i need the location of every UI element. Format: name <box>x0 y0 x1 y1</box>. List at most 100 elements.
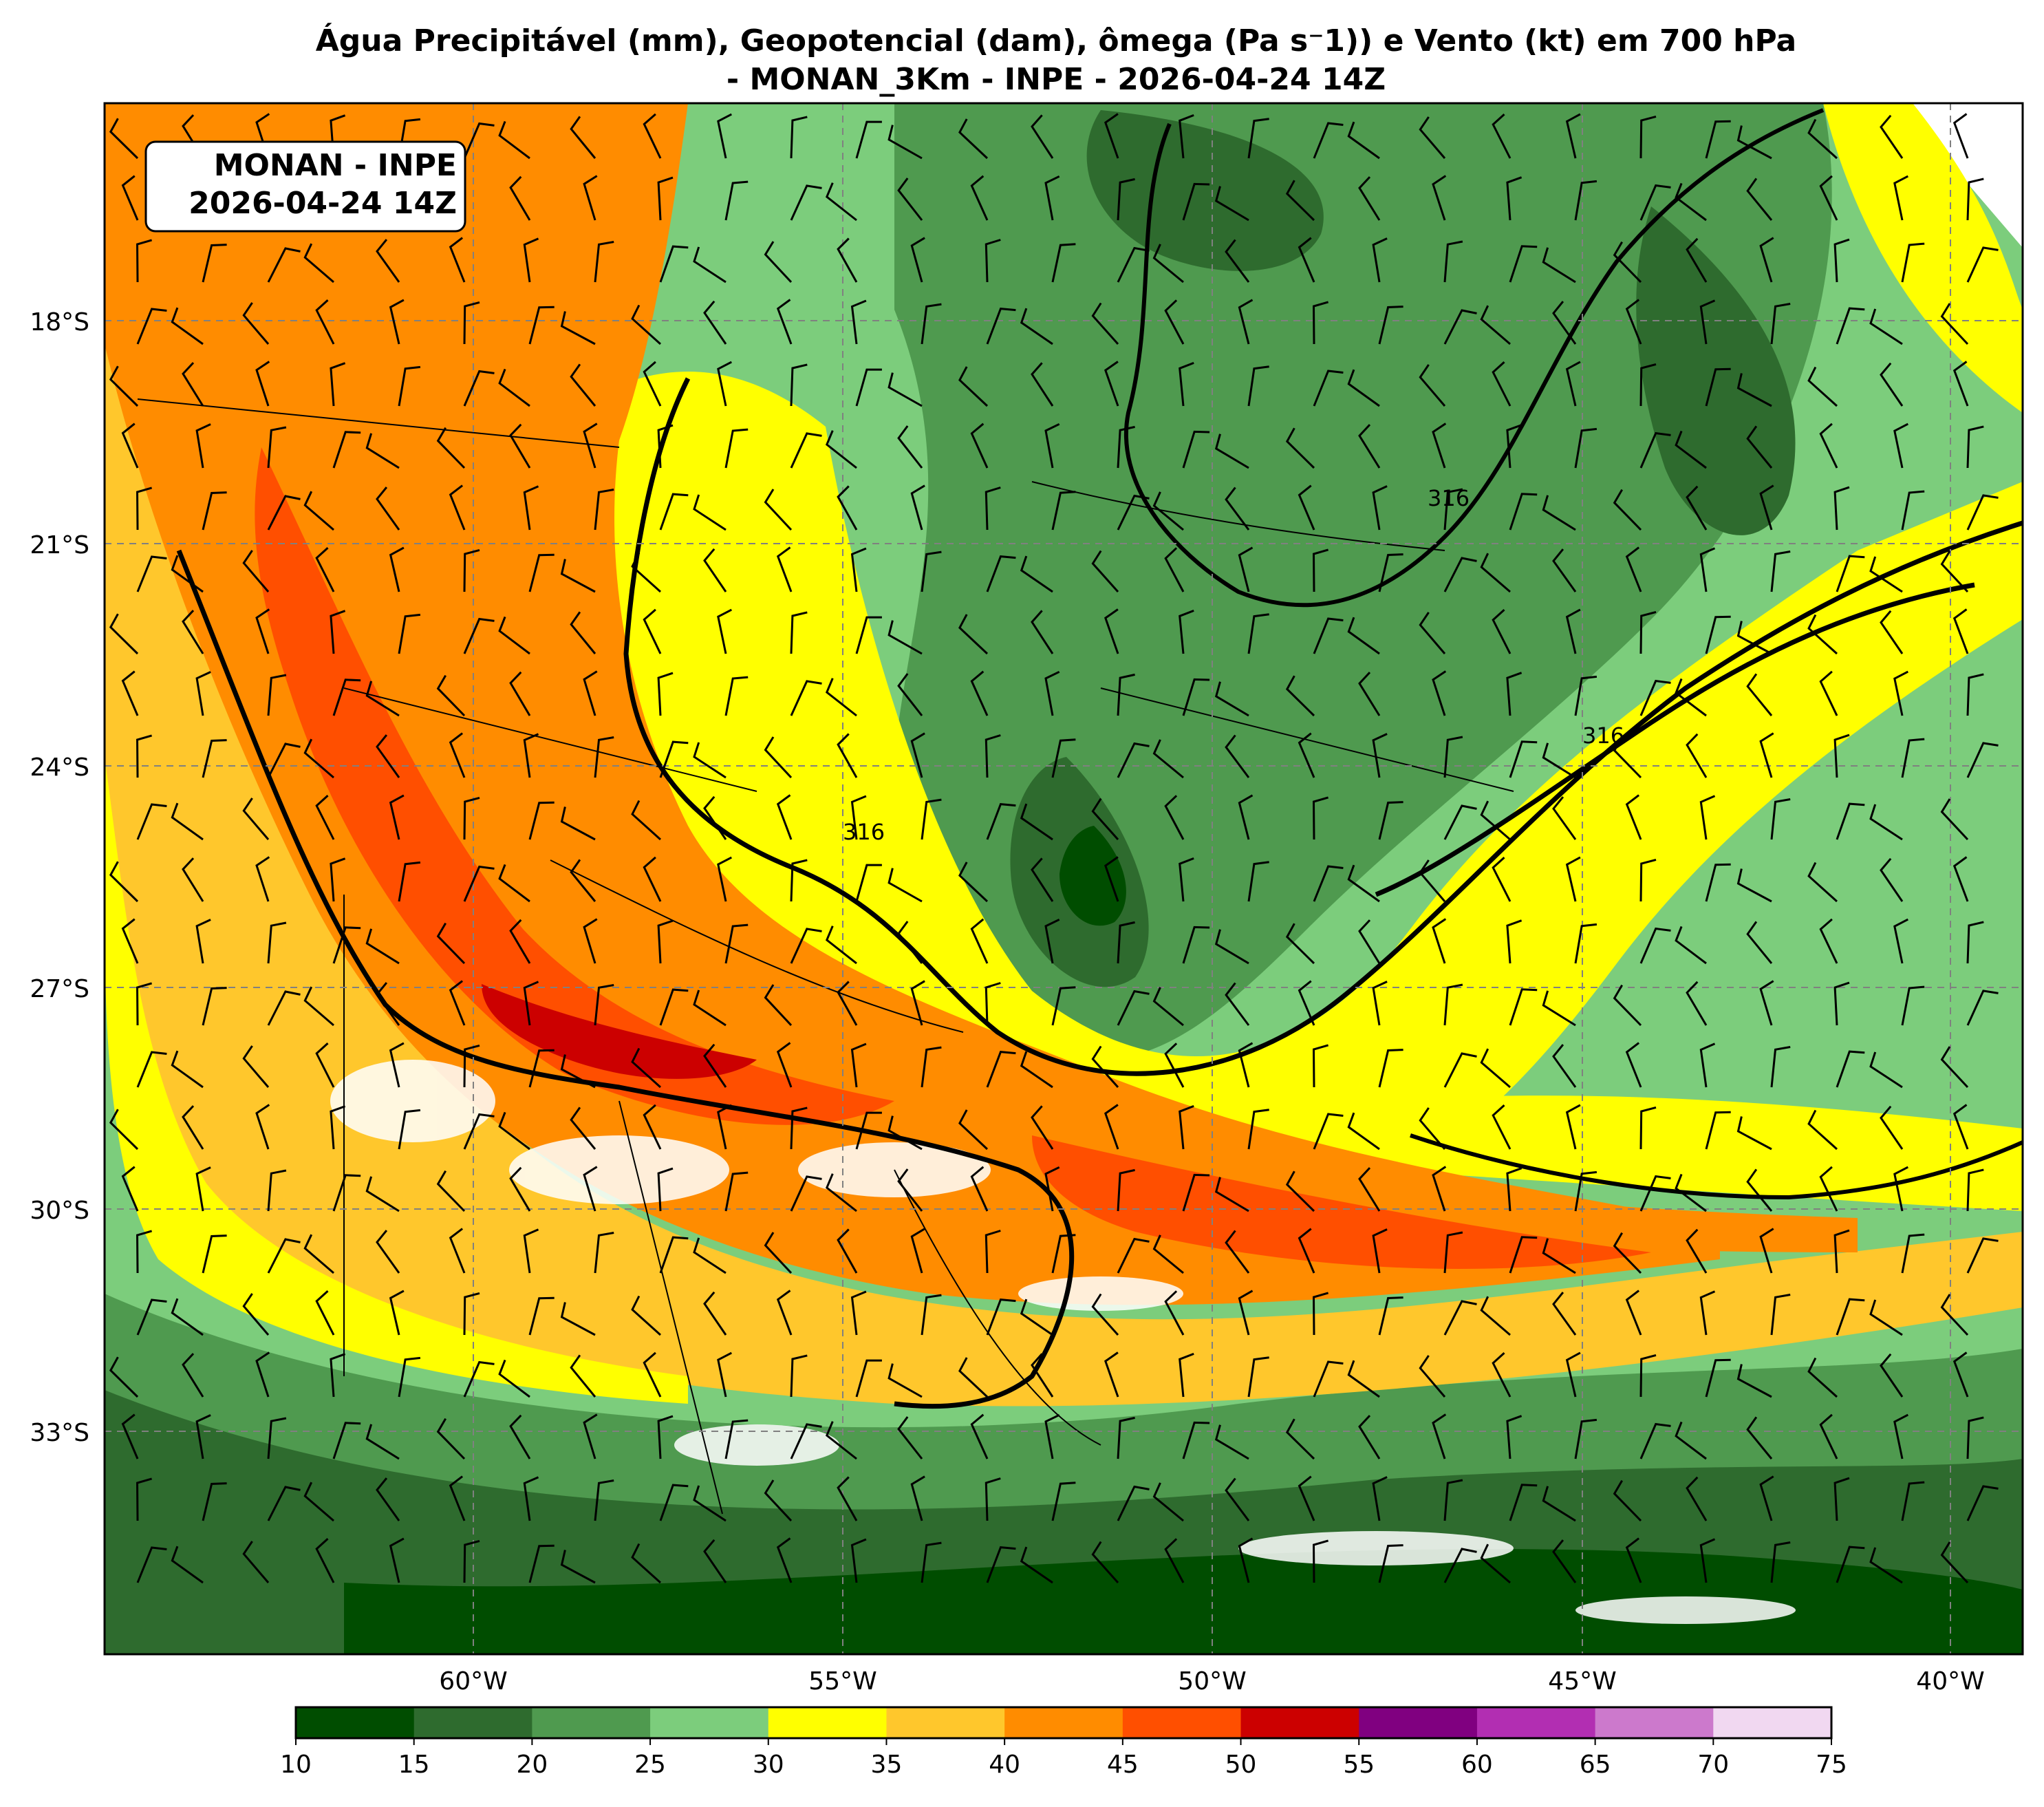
wind-barb <box>1736 621 1772 655</box>
wind-barb <box>1179 1105 1194 1150</box>
wind-barb <box>109 861 139 903</box>
wind-barb <box>1746 673 1773 716</box>
wind-barb <box>1313 1113 1344 1150</box>
colorbar: 10 15 20 25 30 35 40 45 50 55 60 65 70 75 <box>280 1706 1847 1779</box>
wind-barb <box>242 1045 270 1088</box>
wind-barb <box>703 1291 727 1336</box>
wind-barb <box>703 548 727 592</box>
wind-barb <box>1117 990 1150 1026</box>
wind-barb <box>1020 308 1053 345</box>
wind-barb <box>330 857 346 902</box>
wind-barb <box>1419 612 1446 654</box>
wind-barb <box>1044 670 1060 716</box>
wind-barb <box>332 431 361 469</box>
wind-barb <box>1372 981 1388 1026</box>
wind-barb <box>724 676 749 716</box>
wind-barb <box>255 608 270 654</box>
wind-barb <box>1117 1485 1150 1521</box>
wind-barb <box>717 608 732 654</box>
wind-barb <box>1639 1175 1671 1212</box>
wind-barb <box>202 244 227 283</box>
wind-barb <box>1807 1357 1838 1398</box>
wind-barb <box>1031 857 1054 902</box>
wind-barb <box>1966 246 1999 283</box>
wind-barb <box>267 247 301 283</box>
wind-barb <box>1347 1112 1380 1151</box>
wind-barb <box>776 1042 793 1088</box>
wind-barb <box>837 485 858 531</box>
graticule <box>105 103 2023 1654</box>
wind-barb <box>449 980 466 1026</box>
wind-barb <box>449 484 466 531</box>
wind-barb <box>463 1113 495 1150</box>
wind-barb <box>1152 244 1184 284</box>
wind-barb <box>776 1537 793 1583</box>
wind-barb <box>560 1054 596 1089</box>
wind-barb <box>109 1109 139 1151</box>
wind-barb <box>1506 1415 1523 1459</box>
wind-barb <box>887 868 923 903</box>
wind-barb <box>436 1170 466 1212</box>
wind-barb <box>1031 114 1054 159</box>
wind-barb <box>659 493 689 531</box>
wind-barb <box>1639 1106 1657 1150</box>
wind-barb <box>1313 617 1344 654</box>
wind-barb <box>509 919 531 964</box>
wind-barb <box>121 175 139 221</box>
wind-barb <box>1164 299 1185 345</box>
wind-barb <box>303 1482 334 1522</box>
wind-barb <box>1044 1413 1060 1459</box>
wind-barb <box>986 1298 1016 1336</box>
wind-barb <box>1443 557 1477 592</box>
colorbar-swatch <box>1359 1707 1478 1738</box>
wind-barb <box>398 613 421 654</box>
wind-barb <box>850 795 867 840</box>
wind-barb <box>1117 425 1135 469</box>
wind-barb <box>330 1353 346 1398</box>
wind-barb <box>970 918 989 964</box>
wind-barb <box>1020 803 1053 841</box>
wind-barb <box>315 794 335 840</box>
wind-barb <box>1509 1236 1538 1274</box>
wind-barb <box>242 1293 270 1336</box>
wind-barb <box>1091 1293 1119 1336</box>
wind-barb <box>195 919 211 964</box>
wind-barb <box>389 1537 405 1583</box>
wind-barb <box>1675 1173 1707 1212</box>
wind-barb <box>267 495 301 531</box>
wind-barb <box>985 486 1001 531</box>
wind-barb <box>985 1477 1001 1521</box>
wind-barb <box>389 1290 405 1336</box>
wind-barb <box>1952 1104 1969 1150</box>
wind-barb <box>1443 983 1463 1026</box>
wind-barb <box>1736 125 1772 160</box>
wind-barb <box>1378 1544 1403 1583</box>
wind-barb <box>1699 795 1716 840</box>
wind-barb <box>897 425 923 469</box>
wind-barb <box>1443 309 1477 345</box>
wind-barb <box>528 1049 555 1088</box>
wind-barb <box>1542 742 1576 779</box>
wind-barb <box>643 608 662 654</box>
wind-barb <box>1746 425 1773 469</box>
wind-barb <box>1020 555 1053 593</box>
wind-barb <box>970 423 989 469</box>
wind-barb <box>303 491 334 531</box>
wind-barb <box>985 1230 1001 1274</box>
wind-barb <box>1044 175 1060 221</box>
lat-tick-label: 18°S <box>30 308 89 336</box>
wind-barb <box>1044 423 1060 469</box>
wind-barb <box>528 801 555 840</box>
wind-barb <box>1542 1486 1576 1522</box>
wind-barb <box>1506 424 1523 469</box>
colorbar-swatch <box>886 1707 1005 1738</box>
wind-barb <box>776 1290 793 1336</box>
wind-barb <box>1613 984 1642 1027</box>
wind-barb <box>1051 491 1076 531</box>
wind-barb <box>1966 1416 1984 1459</box>
wind-barb <box>1770 550 1791 592</box>
wind-barb <box>303 1234 334 1274</box>
wind-barb <box>776 794 793 840</box>
wind-barb <box>136 1051 167 1088</box>
wind-barb <box>202 491 227 531</box>
